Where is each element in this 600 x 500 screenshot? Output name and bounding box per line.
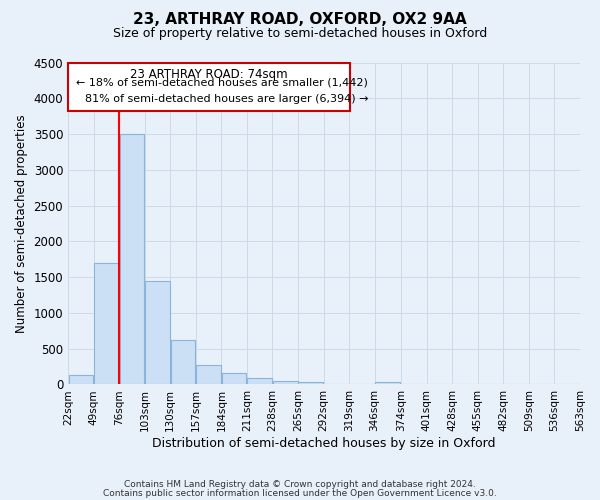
Text: Size of property relative to semi-detached houses in Oxford: Size of property relative to semi-detach… [113,28,487,40]
Text: 23, ARTHRAY ROAD, OXFORD, OX2 9AA: 23, ARTHRAY ROAD, OXFORD, OX2 9AA [133,12,467,28]
Text: Contains public sector information licensed under the Open Government Licence v3: Contains public sector information licen… [103,488,497,498]
Bar [247,378,272,384]
Bar [68,375,93,384]
FancyBboxPatch shape [68,62,350,111]
Text: 81% of semi-detached houses are larger (6,394) →: 81% of semi-detached houses are larger (… [85,94,368,104]
Bar [273,381,298,384]
Text: 23 ARTHRAY ROAD: 74sqm: 23 ARTHRAY ROAD: 74sqm [130,68,288,81]
Text: ← 18% of semi-detached houses are smaller (1,442): ← 18% of semi-detached houses are smalle… [76,78,367,88]
Bar [94,263,119,384]
Bar [298,382,323,384]
Bar [119,134,144,384]
X-axis label: Distribution of semi-detached houses by size in Oxford: Distribution of semi-detached houses by … [152,437,496,450]
Bar [222,373,247,384]
Text: Contains HM Land Registry data © Crown copyright and database right 2024.: Contains HM Land Registry data © Crown c… [124,480,476,489]
Bar [145,282,170,385]
Bar [196,366,221,384]
Bar [171,340,196,384]
Y-axis label: Number of semi-detached properties: Number of semi-detached properties [15,114,28,333]
Bar [375,382,400,384]
